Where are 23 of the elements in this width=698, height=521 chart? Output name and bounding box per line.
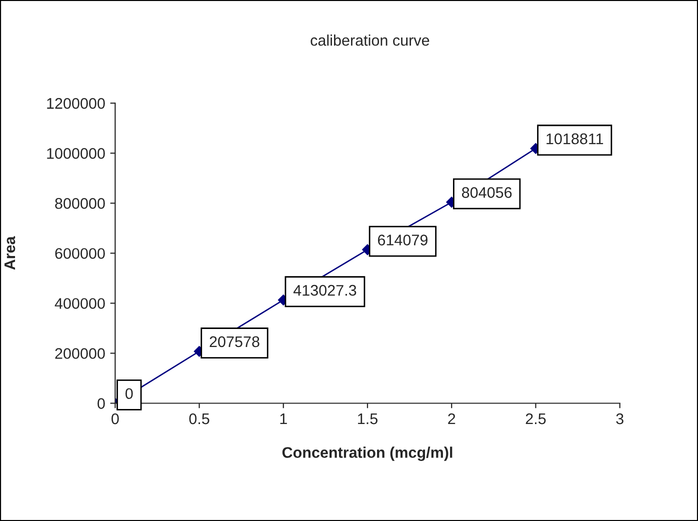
x-tick-label: 2.5 xyxy=(526,413,546,424)
x-tick-label: 2 xyxy=(448,413,456,424)
x-tick-label: 1.5 xyxy=(358,414,378,424)
y-tick-label: 0 xyxy=(98,398,105,409)
y-tick-label: 1200000 xyxy=(47,98,105,109)
x-tick-label: 3 xyxy=(616,413,624,424)
x-tick-label: 0 xyxy=(112,413,119,424)
data-label: 804056 xyxy=(462,187,512,198)
y-tick-label: 200000 xyxy=(55,348,105,359)
data-label: 1018811 xyxy=(546,133,604,144)
y-tick-label: 800000 xyxy=(55,198,105,209)
chart-title: caliberation curve xyxy=(310,34,430,46)
data-label: 0 xyxy=(125,388,133,400)
x-tick-label: 0.5 xyxy=(189,413,210,424)
y-axis-title: Area xyxy=(4,236,16,270)
data-label: 207578 xyxy=(210,336,260,348)
y-tick-label: 600000 xyxy=(55,248,105,259)
data-label: 614079 xyxy=(378,234,428,246)
y-tick-label: 1000000 xyxy=(47,148,105,159)
x-tick-label: 1 xyxy=(280,414,287,424)
y-tick-label: 400000 xyxy=(54,298,105,309)
x-axis-title: Concentration (mcg/m)l xyxy=(282,446,452,461)
data-label: 413027.3 xyxy=(293,284,356,296)
